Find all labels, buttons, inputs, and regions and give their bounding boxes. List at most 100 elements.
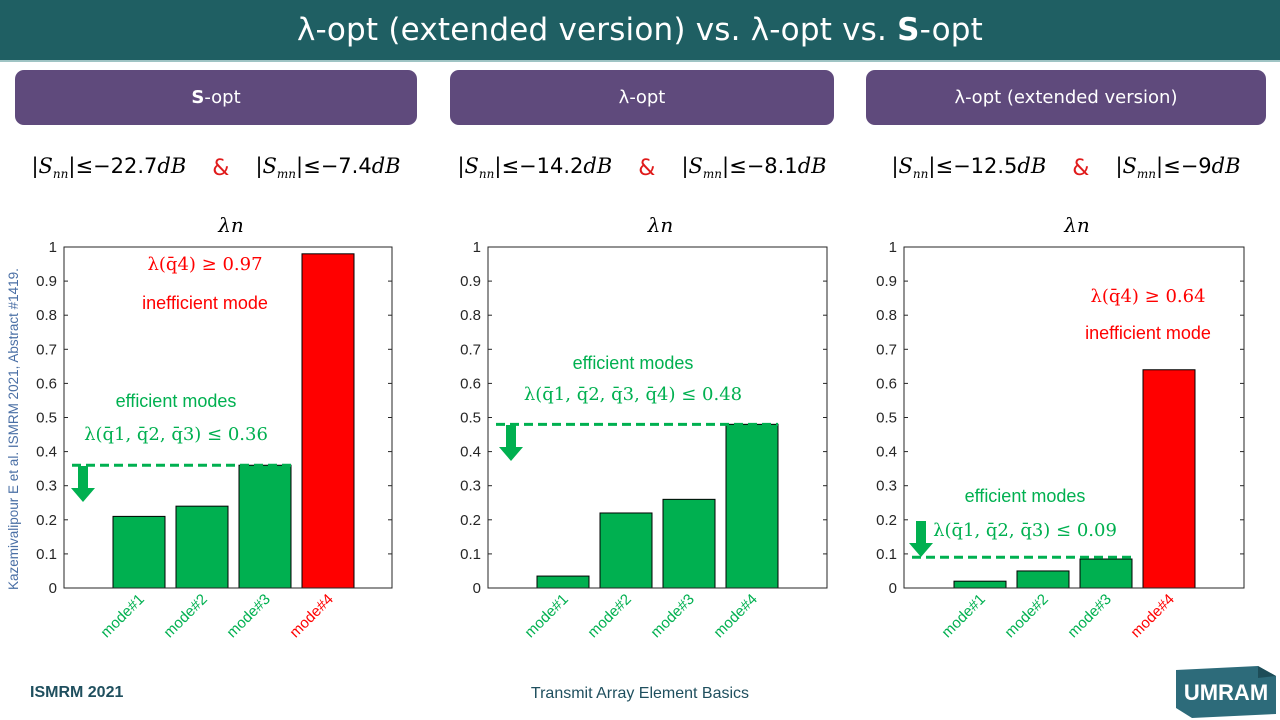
- y-tick-label: 0.9: [36, 273, 57, 290]
- y-tick-label: 0.3: [36, 478, 57, 495]
- bar-mode#2: [1016, 570, 1070, 589]
- method-label: -opt: [204, 87, 241, 108]
- y-tick-label: 0.5: [36, 410, 57, 427]
- efficient-label: efficient modes: [573, 353, 694, 373]
- bar-mode#3: [1079, 558, 1133, 589]
- ampersand: &: [638, 155, 656, 181]
- category-label: mode#4: [1127, 591, 1177, 641]
- y-tick-label: 0.1: [876, 546, 897, 563]
- y-tick-label: 0.7: [876, 341, 897, 358]
- smn-condition: |Smn|≤−7.4dB: [255, 154, 401, 182]
- bar-mode#2: [175, 505, 229, 589]
- y-tick-label: 0.4: [460, 444, 481, 461]
- category-label: mode#2: [1001, 591, 1051, 641]
- y-tick-label: 0: [889, 580, 897, 597]
- bar-mode#3: [238, 464, 292, 589]
- y-tick-label: 0.2: [460, 512, 481, 529]
- bar-mode#1: [536, 575, 590, 589]
- inefficient-formula: λ(q̄4) ≥ 0.97: [147, 254, 262, 275]
- inefficient-label: inefficient mode: [1085, 323, 1211, 343]
- method-label-bold: S: [191, 87, 205, 108]
- chart-3: λn 0 0.1 0.2 0.3 0.4 0.5 0.6 0.7 0.8 0.9 1 mode#1 mod…: [876, 213, 1245, 641]
- footer-topic: Transmit Array Element Basics: [530, 685, 750, 702]
- bar-mode#4: [725, 423, 779, 589]
- category-label: mode#2: [160, 591, 210, 641]
- y-tick-label: 0.7: [36, 341, 57, 358]
- bar-mode#4: [1142, 369, 1196, 589]
- chart-1: λn 0 0.1 0.2 0.3 0.4 0.5 0.6 0.7 0.8 0.9 1 mode#1 mod…: [36, 213, 393, 641]
- y-tick-label: 0.3: [460, 478, 481, 495]
- category-label: mode#1: [521, 591, 571, 641]
- snn-condition: |Snn|≤−14.2dB: [457, 154, 613, 182]
- efficient-formula: λ(q̄1, q̄2, q̄3) ≤ 0.09: [933, 520, 1117, 541]
- title-text-part1: λ-opt (extended version) vs. λ-opt vs.: [296, 12, 898, 48]
- method-box-lambda-opt: λ-opt: [450, 70, 834, 125]
- y-tick-label: 0.5: [876, 410, 897, 427]
- efficient-label: efficient modes: [116, 391, 237, 411]
- y-tick-label: 1: [889, 239, 897, 256]
- category-label: mode#4: [286, 591, 336, 641]
- bar-mode#4: [301, 253, 355, 589]
- y-tick-label: 0: [473, 580, 481, 597]
- method-box-lambda-opt-extended: λ-opt (extended version): [866, 70, 1266, 125]
- category-label: mode#1: [938, 591, 988, 641]
- method-label: λ-opt (extended version): [954, 87, 1178, 108]
- y-tick-label: 0.4: [36, 444, 57, 461]
- ampersand: &: [1072, 155, 1090, 181]
- category-label: mode#4: [710, 591, 760, 641]
- category-label: mode#2: [584, 591, 634, 641]
- y-tick-label: 0.1: [36, 546, 57, 563]
- y-tick-label: 0.2: [36, 512, 57, 529]
- y-tick-label: 0.1: [460, 546, 481, 563]
- y-tick-label: 0.9: [876, 273, 897, 290]
- y-tick-label: 0.9: [460, 273, 481, 290]
- y-tick-label: 0: [49, 580, 57, 597]
- snn-condition: |Snn|≤−12.5dB: [891, 154, 1047, 182]
- inefficient-label: inefficient mode: [142, 293, 268, 313]
- slide-title: λ-opt (extended version) vs. λ-opt vs. S…: [297, 12, 983, 48]
- slide-title-bar: λ-opt (extended version) vs. λ-opt vs. S…: [0, 0, 1280, 62]
- y-tick-label: 0.7: [460, 341, 481, 358]
- down-arrow-icon: [499, 425, 523, 461]
- category-label: mode#3: [223, 591, 273, 641]
- condition-lambda-opt: |Snn|≤−14.2dB & |Smn|≤−8.1dB: [450, 150, 834, 186]
- y-tick-label: 0.8: [460, 307, 481, 324]
- bar-mode#1: [953, 580, 1007, 589]
- smn-condition: |Smn|≤−8.1dB: [681, 154, 827, 182]
- y-tick-label: 0.6: [876, 375, 897, 392]
- down-arrow-icon: [909, 521, 933, 557]
- y-tick-label: 0.5: [460, 410, 481, 427]
- y-tick-label: 0.8: [876, 307, 897, 324]
- footer-conference: ISMRM 2021: [30, 684, 124, 701]
- ampersand: &: [212, 155, 230, 181]
- bar-mode#1: [112, 515, 166, 589]
- down-arrow-icon: [71, 466, 95, 502]
- smn-condition: |Smn|≤−9dB: [1115, 154, 1241, 182]
- y-tick-label: 0.6: [36, 375, 57, 392]
- category-label: mode#3: [647, 591, 697, 641]
- y-tick-label: 0.3: [876, 478, 897, 495]
- method-label: λ-opt: [618, 87, 666, 108]
- title-text-bold: S: [897, 12, 920, 48]
- bar-mode#2: [599, 512, 653, 589]
- logo-text: UMRAM: [1184, 680, 1268, 705]
- method-box-s-opt: S -opt: [15, 70, 417, 125]
- condition-lambda-opt-extended: |Snn|≤−12.5dB & |Smn|≤−9dB: [866, 150, 1266, 186]
- y-tick-label: 0.2: [876, 512, 897, 529]
- y-tick-label: 1: [49, 239, 57, 256]
- bar-mode#3: [662, 498, 716, 589]
- category-label: mode#3: [1064, 591, 1114, 641]
- chart-title: λn: [647, 213, 674, 237]
- efficient-label: efficient modes: [965, 486, 1086, 506]
- chart-title: λn: [1063, 213, 1090, 237]
- y-tick-label: 1: [473, 239, 481, 256]
- condition-s-opt: |Snn|≤−22.7dB & |Smn|≤−7.4dB: [15, 150, 417, 186]
- y-tick-label: 0.4: [876, 444, 897, 461]
- snn-condition: |Snn|≤−22.7dB: [31, 154, 187, 182]
- inefficient-formula: λ(q̄4) ≥ 0.64: [1090, 286, 1205, 307]
- category-label: mode#1: [97, 591, 147, 641]
- efficient-formula: λ(q̄1, q̄2, q̄3, q̄4) ≤ 0.48: [524, 384, 742, 405]
- y-tick-label: 0.6: [460, 375, 481, 392]
- chart-2: λn 0 0.1 0.2 0.3 0.4 0.5 0.6 0.7 0.8 0.9 1 mode#1 mod…: [460, 213, 828, 641]
